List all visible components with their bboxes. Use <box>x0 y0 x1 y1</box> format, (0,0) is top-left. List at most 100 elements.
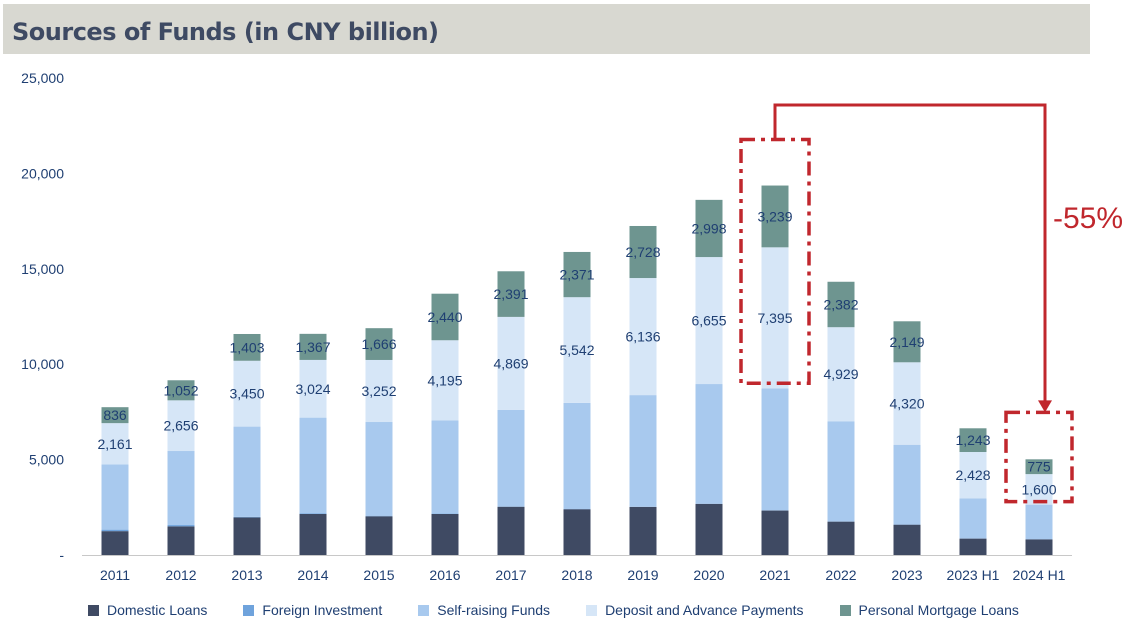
legend-item: Domestic Loans <box>88 602 207 618</box>
change-arrow-line <box>773 103 1047 403</box>
data-label: 2,440 <box>427 309 462 325</box>
x-tick-label: 2023 H1 <box>947 567 1000 583</box>
bar-foreign-investment <box>299 513 327 514</box>
data-label: 2,391 <box>493 286 528 302</box>
legend-label: Foreign Investment <box>262 602 383 618</box>
bar-domestic-loans <box>1025 539 1053 555</box>
bar-domestic-loans <box>167 526 195 555</box>
data-label: 1,666 <box>361 336 396 352</box>
bar-deposit-and-advance-payments <box>299 359 327 418</box>
legend-label: Domestic Loans <box>107 602 208 618</box>
y-tick-label: 10,000 <box>21 356 64 372</box>
x-tick-label: 2019 <box>627 567 658 583</box>
bar-self-raising-funds <box>1025 504 1053 540</box>
data-label: 2,728 <box>625 244 660 260</box>
bar-self-raising-funds <box>695 384 723 504</box>
x-tick-label: 2014 <box>297 567 328 583</box>
y-tick-label: 5,000 <box>29 452 64 468</box>
chart-legend: Domestic Loans Foreign Investment Self-rai… <box>88 600 1055 620</box>
bar-personal-mortgage-loans <box>1025 459 1053 475</box>
bar-domestic-loans <box>431 513 459 555</box>
data-label: 3,450 <box>229 386 264 402</box>
data-label: 775 <box>1027 459 1051 475</box>
bar-self-raising-funds <box>629 395 657 507</box>
bar-deposit-and-advance-payments <box>431 340 459 421</box>
legend-item: Deposit and Advance Payments <box>586 602 804 618</box>
data-label: 2,428 <box>955 467 990 483</box>
data-label: 4,929 <box>823 366 858 382</box>
bar-foreign-investment <box>365 515 393 517</box>
legend-swatch <box>243 604 255 616</box>
bar-personal-mortgage-loans <box>761 185 789 248</box>
data-label: 2,371 <box>559 267 594 283</box>
y-tick-label: 15,000 <box>21 261 64 277</box>
data-label: 2,382 <box>823 296 858 312</box>
data-label: 3,252 <box>361 383 396 399</box>
bar-domestic-loans <box>629 506 657 555</box>
bar-self-raising-funds <box>761 388 789 511</box>
bar-deposit-and-advance-payments <box>893 362 921 445</box>
data-label: 2,656 <box>163 418 198 434</box>
data-label: 3,239 <box>757 208 792 224</box>
bar-self-raising-funds <box>101 464 129 530</box>
bar-deposit-and-advance-payments <box>563 297 591 403</box>
x-tick-label: 2015 <box>363 567 394 583</box>
bar-domestic-loans <box>365 516 393 555</box>
change-arrow-head <box>1038 400 1052 413</box>
legend-label: Personal Mortgage Loans <box>858 602 1019 618</box>
bar-domestic-loans <box>827 521 855 555</box>
data-label: 1,243 <box>955 432 990 448</box>
bar-deposit-and-advance-payments <box>761 247 789 389</box>
bar-foreign-investment <box>101 529 129 532</box>
bar-self-raising-funds <box>233 426 261 517</box>
legend-swatch <box>839 604 851 616</box>
bar-self-raising-funds <box>167 451 195 526</box>
bar-personal-mortgage-loans <box>365 328 393 360</box>
chart-title: Sources of Funds (in CNY billion) <box>12 18 439 46</box>
x-tick-label: 2017 <box>495 567 526 583</box>
data-label: 4,195 <box>427 372 462 388</box>
bar-personal-mortgage-loans <box>893 321 921 363</box>
bar-self-raising-funds <box>959 498 987 539</box>
bar-deposit-and-advance-payments <box>827 327 855 422</box>
bar-personal-mortgage-loans <box>563 251 591 298</box>
bar-personal-mortgage-loans <box>233 333 261 361</box>
data-label: 1,600 <box>1021 481 1056 497</box>
data-label: 5,542 <box>559 342 594 358</box>
x-tick-label: 2021 <box>759 567 790 583</box>
stacked-bar-chart: - 5,000 10,000 15,000 20,000 25,000 2,161 836 20… <box>21 70 1123 583</box>
bar-domestic-loans <box>299 513 327 555</box>
bar-deposit-and-advance-payments <box>233 360 261 427</box>
data-label: 2,161 <box>97 436 132 452</box>
data-label: 6,136 <box>625 329 660 345</box>
bar-self-raising-funds <box>893 444 921 525</box>
x-tick-label: 2011 <box>100 567 130 583</box>
data-label: 2,998 <box>691 220 726 236</box>
bar-foreign-investment <box>167 525 195 527</box>
bar-personal-mortgage-loans <box>629 225 657 279</box>
bar-personal-mortgage-loans <box>431 293 459 341</box>
data-label: 4,869 <box>493 355 528 371</box>
title-bar: Sources of Funds (in CNY billion) <box>3 4 1090 54</box>
bar-deposit-and-advance-payments <box>365 359 393 423</box>
bar-personal-mortgage-loans <box>959 428 987 453</box>
bar-domestic-loans <box>497 506 525 555</box>
bar-deposit-and-advance-payments <box>497 316 525 410</box>
x-tick-label: 2022 <box>825 567 856 583</box>
x-tick-label: 2013 <box>231 567 262 583</box>
bar-personal-mortgage-loans <box>497 271 525 317</box>
x-tick-label: 2016 <box>429 567 460 583</box>
x-tick-label: 2020 <box>693 567 724 583</box>
legend-item: Personal Mortgage Loans <box>839 602 1019 618</box>
y-tick-label: 20,000 <box>21 165 64 181</box>
highlight-box-2024-h1 <box>1004 410 1074 504</box>
bar-personal-mortgage-loans <box>299 333 327 360</box>
bar-domestic-loans <box>563 509 591 555</box>
bar-domestic-loans <box>695 503 723 555</box>
bar-deposit-and-advance-payments <box>101 423 129 465</box>
bar-domestic-loans <box>959 538 987 555</box>
bar-domestic-loans <box>233 517 261 555</box>
legend-label: Deposit and Advance Payments <box>605 602 804 618</box>
data-label: 7,395 <box>757 310 792 326</box>
legend-item: Foreign Investment <box>243 602 382 618</box>
